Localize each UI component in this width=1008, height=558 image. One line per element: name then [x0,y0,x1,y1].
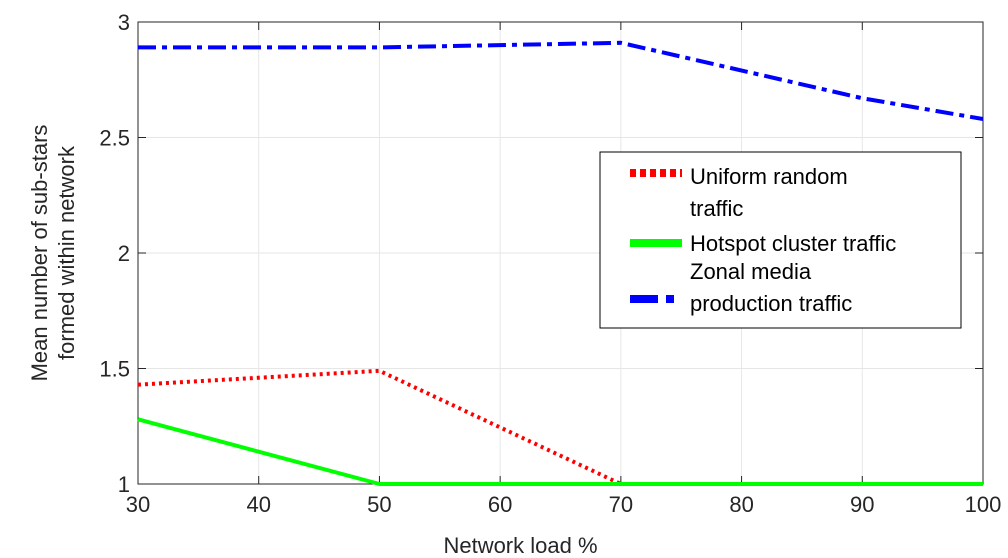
series-line-1 [137,368,983,486]
x-tick-label: 50 [367,492,391,517]
y-tick-label: 1 [118,472,130,497]
legend-label-1: traffic [690,196,743,221]
y-axis-title: Mean number of sub-starsformed within ne… [27,125,79,382]
y-tick-label: 3 [118,10,130,35]
y-tick-label: 2 [118,241,130,266]
y-axis-title-line: formed within network [54,145,79,360]
y-tick-label: 2.5 [99,126,130,151]
axis-titles: Network load % Mean number of sub-starsfo… [27,125,598,558]
x-tick-label: 70 [609,492,633,517]
legend-label-2: Hotspot cluster traffic [690,231,896,256]
y-axis-title-line: Mean number of sub-stars [27,125,52,382]
x-tick-label: 40 [246,492,270,517]
series-lines [137,40,984,486]
x-tick-label: 30 [126,492,150,517]
legend-label-3: production traffic [690,291,852,316]
legend-label-1: Uniform random [690,164,848,189]
x-axis-title: Network load % [443,533,597,558]
legend-label-3: Zonal media [690,259,812,284]
x-tick-label: 90 [850,492,874,517]
x-tick-label: 80 [729,492,753,517]
tick-labels: 30 40 50 60 70 80 90 100 1 1.5 2 2.5 3 [99,10,1001,517]
x-tick-label: 100 [965,492,1002,517]
legend: Uniform random traffic Hotspot cluster tra… [599,151,962,329]
series-line-2 [137,417,983,486]
y-tick-label: 1.5 [99,357,130,382]
x-tick-label: 60 [488,492,512,517]
